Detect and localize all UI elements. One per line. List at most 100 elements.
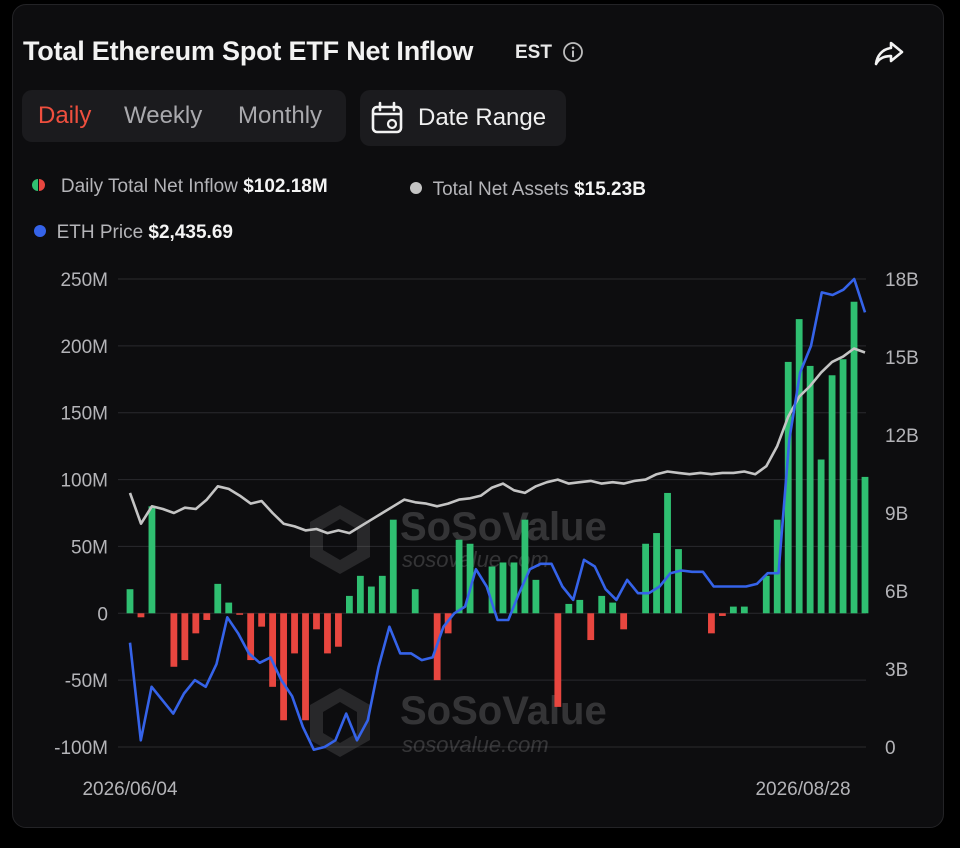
legend-inflow-value: $102.18M — [243, 176, 328, 197]
inflow-bar — [708, 613, 715, 634]
inflow-bar — [258, 613, 266, 627]
timezone-label: EST — [515, 42, 552, 63]
x-start-label: 2026/06/04 — [82, 779, 178, 800]
inflow-bar — [411, 589, 419, 614]
inflow-bar — [269, 613, 277, 687]
left-tick-label: 200M — [60, 337, 108, 358]
inflow-bar — [762, 575, 770, 614]
legend-assets[interactable]: Total Net Assets $15.23B — [410, 179, 646, 201]
inflow-bar — [850, 301, 858, 614]
inflow-bar — [861, 476, 869, 614]
date-range-button[interactable]: Date Range — [360, 90, 566, 146]
left-tick-label: 0 — [97, 604, 108, 625]
inflow-bar — [214, 583, 222, 614]
inflow-bar — [839, 359, 847, 614]
right-tick-label: 6B — [885, 582, 908, 603]
legend-assets-value: $15.23B — [574, 179, 646, 200]
inflow-bar — [554, 613, 562, 707]
inflow-bar — [378, 575, 386, 614]
inflow-bar — [806, 365, 814, 614]
date-range-label: Date Range — [418, 104, 547, 131]
inflow-bar — [664, 492, 671, 614]
inflow-bar — [137, 613, 145, 618]
inflow-bar — [356, 575, 364, 614]
inflow-bar — [444, 613, 452, 634]
inflow-legend-icon — [32, 176, 45, 197]
tab-daily[interactable]: Daily — [38, 102, 92, 129]
price-legend-dot — [34, 225, 46, 237]
inflow-bar — [302, 613, 309, 721]
right-tick-label: 9B — [885, 504, 908, 525]
inflow-bar — [784, 361, 792, 614]
inflow-bar — [521, 519, 529, 614]
inflow-bar — [576, 599, 584, 614]
left-tick-label: 50M — [71, 537, 108, 558]
inflow-bar — [598, 595, 606, 614]
inflow-bar — [587, 613, 595, 641]
inflow-bar — [642, 543, 649, 614]
page-title: Total Ethereum Spot ETF Net Inflow — [23, 36, 474, 66]
legend-inflow-label: Daily Total Net Inflow — [60, 176, 238, 197]
inflow-bar — [280, 613, 287, 721]
tab-monthly[interactable]: Monthly — [238, 102, 323, 129]
right-tick-label: 12B — [885, 426, 919, 447]
watermark-brand-1: SoSoValue — [400, 505, 607, 549]
assets-line — [128, 347, 866, 535]
left-tick-label: -50M — [65, 671, 108, 692]
inflow-bar — [324, 613, 331, 654]
watermark-url-2: sosovalue.com — [402, 732, 549, 757]
inflow-bar — [367, 586, 375, 614]
inflow-bar — [532, 579, 540, 614]
inflow-bar — [718, 613, 726, 616]
inflow-bar — [455, 539, 463, 614]
inflow-bar — [181, 613, 189, 661]
inflow-bar — [817, 459, 825, 614]
inflow-bar — [126, 589, 134, 614]
right-tick-label: 0 — [885, 738, 896, 759]
inflow-bar — [828, 375, 836, 614]
inflow-bar — [389, 519, 397, 614]
inflow-bar — [346, 595, 353, 614]
left-tick-label: -100M — [54, 738, 108, 759]
info-icon[interactable] — [562, 41, 584, 63]
inflow-bar — [192, 613, 200, 634]
tab-weekly[interactable]: Weekly — [124, 102, 203, 129]
legend-price[interactable]: ETH Price $2,435.69 — [34, 222, 233, 244]
left-tick-label: 100M — [60, 471, 108, 492]
inflow-bar — [225, 602, 233, 614]
price-line — [128, 277, 867, 751]
watermark-logo-icon — [310, 505, 370, 574]
inflow-bar — [291, 613, 298, 654]
inflow-bar — [565, 603, 573, 614]
right-axis: 18B 15B 12B 9B 6B 3B 0 — [885, 270, 919, 759]
inflow-bar — [466, 543, 474, 614]
share-icon[interactable] — [872, 36, 906, 70]
inflow-bar — [795, 319, 803, 614]
calendar-icon — [371, 101, 403, 134]
inflow-bar — [148, 506, 156, 614]
inflow-bar — [729, 606, 737, 614]
period-tabs: Daily Weekly Monthly — [22, 90, 346, 142]
inflow-bar — [773, 519, 781, 614]
inflow-bar — [170, 613, 178, 667]
left-tick-label: 250M — [60, 270, 108, 291]
inflow-bar — [203, 613, 211, 620]
inflow-bar — [236, 613, 244, 615]
inflow-bar — [247, 613, 255, 661]
inflow-bar — [609, 602, 617, 614]
watermark-brand-2: SoSoValue — [400, 689, 607, 733]
inflow-bar — [653, 533, 660, 614]
inflow-bar — [499, 562, 507, 614]
legend-price-value: $2,435.69 — [148, 222, 233, 243]
left-axis: 250M 200M 150M 100M 50M 0 -50M -100M — [54, 270, 108, 759]
inflow-bar — [510, 562, 518, 614]
legend-price-label: ETH Price — [56, 222, 144, 243]
assets-legend-dot — [410, 182, 422, 194]
inflow-bar — [488, 566, 496, 614]
legend-assets-label: Total Net Assets — [432, 179, 569, 200]
right-tick-label: 18B — [885, 270, 919, 291]
legend-inflow[interactable]: Daily Total Net Inflow $102.18M — [32, 176, 328, 198]
inflow-bar — [313, 613, 320, 630]
right-tick-label: 15B — [885, 348, 919, 369]
